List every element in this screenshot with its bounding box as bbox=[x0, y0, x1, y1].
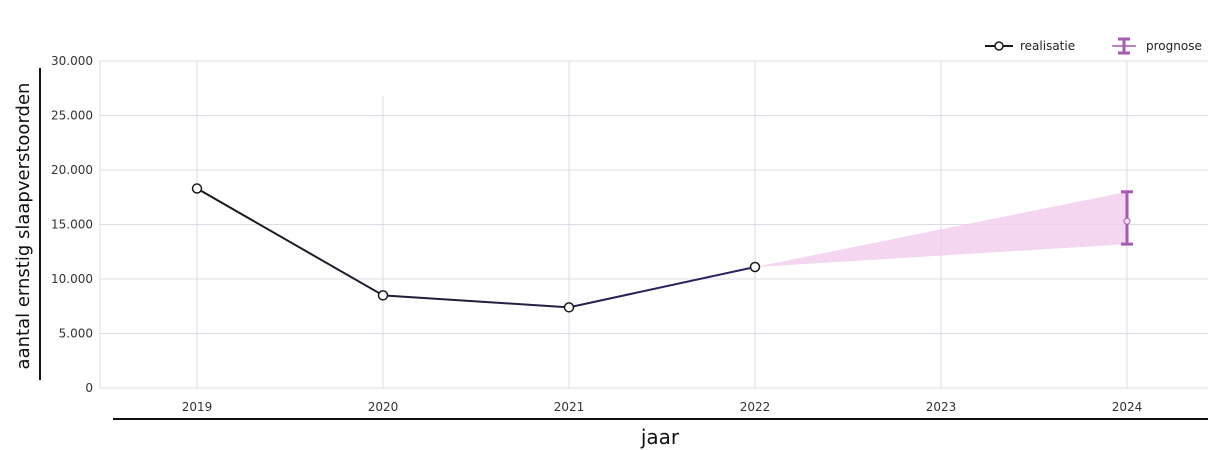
realisatie-point bbox=[749, 261, 761, 273]
realisatie-point bbox=[563, 302, 575, 313]
y-tick-label: 20.000 bbox=[51, 163, 93, 177]
x-tick-label: 2022 bbox=[740, 400, 771, 414]
y-tick-label: 25.000 bbox=[51, 109, 93, 123]
y-axis-title: aantal ernstig slaapverstoorden bbox=[13, 83, 34, 370]
x-axis-title: jaar bbox=[640, 425, 680, 449]
x-tick-label: 2023 bbox=[926, 400, 957, 414]
legend-prognose: prognose bbox=[1112, 37, 1202, 55]
legend-realisatie: realisatie bbox=[985, 39, 1075, 53]
series bbox=[191, 183, 1133, 313]
legend-realisatie-label: realisatie bbox=[1020, 39, 1075, 53]
realisatie-line bbox=[196, 187, 756, 309]
tick-labels: 0 5.000 10.000 15.000 20.000 25.000 30.000 2019… bbox=[51, 54, 1142, 414]
prognose-point bbox=[1123, 217, 1131, 225]
y-tick-label: 0 bbox=[85, 381, 93, 395]
y-tick-label: 15.000 bbox=[51, 218, 93, 232]
x-tick-label: 2020 bbox=[368, 400, 399, 414]
legend: realisatie prognose bbox=[985, 37, 1202, 55]
y-tick-label: 5.000 bbox=[59, 327, 93, 341]
forecast-band bbox=[755, 191, 1127, 268]
realisatie-point bbox=[191, 183, 203, 194]
legend-prognose-label: prognose bbox=[1146, 39, 1202, 53]
forecast-band-area bbox=[755, 191, 1127, 268]
realisatie-point bbox=[377, 290, 389, 301]
x-tick-label: 2021 bbox=[554, 400, 585, 414]
x-tick-label: 2024 bbox=[1112, 400, 1143, 414]
x-tick-label: 2019 bbox=[182, 400, 213, 414]
y-tick-label: 30.000 bbox=[51, 54, 93, 68]
y-tick-label: 10.000 bbox=[51, 272, 93, 286]
